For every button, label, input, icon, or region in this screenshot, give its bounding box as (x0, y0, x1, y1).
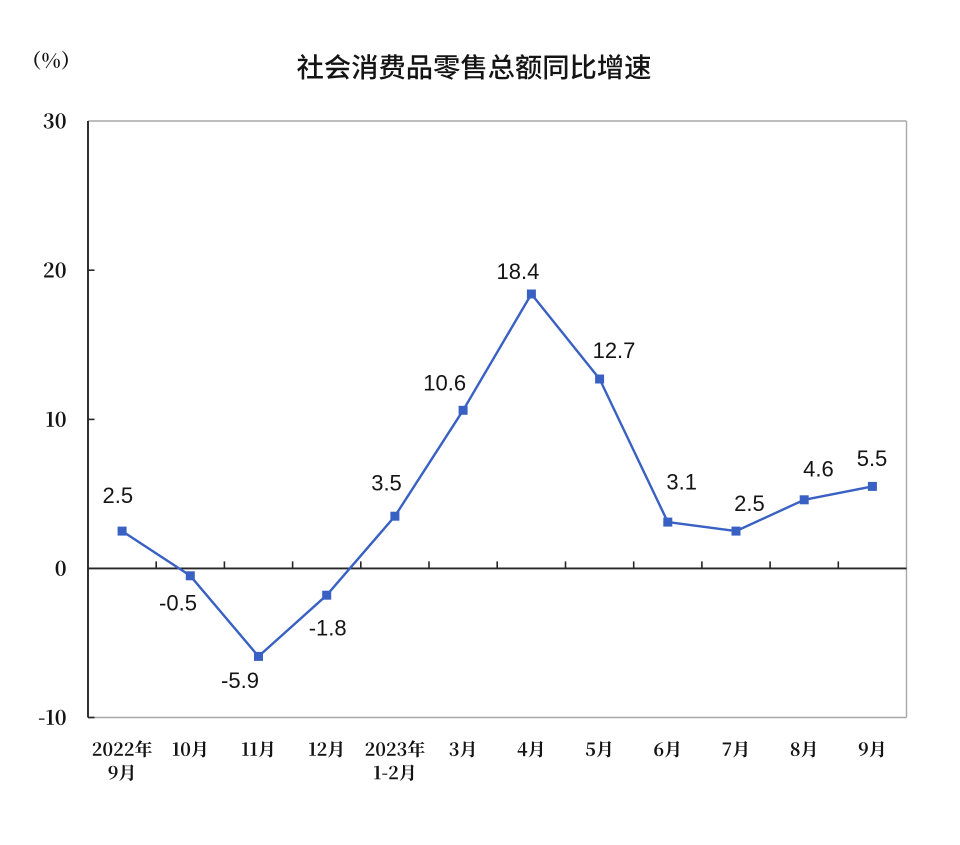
svg-text:-1.8: -1.8 (309, 616, 347, 641)
svg-text:3.5: 3.5 (371, 471, 402, 496)
svg-text:18.4: 18.4 (496, 259, 539, 284)
svg-text:3.1: 3.1 (666, 470, 697, 495)
svg-text:2.5: 2.5 (103, 483, 134, 508)
svg-text:2.5: 2.5 (734, 491, 765, 516)
svg-text:-0.5: -0.5 (159, 591, 197, 616)
svg-text:-5.9: -5.9 (221, 668, 259, 693)
svg-text:10.6: 10.6 (423, 371, 466, 396)
svg-text:12.7: 12.7 (593, 338, 636, 363)
svg-text:4.6: 4.6 (803, 457, 834, 482)
svg-text:5.5: 5.5 (857, 446, 888, 471)
